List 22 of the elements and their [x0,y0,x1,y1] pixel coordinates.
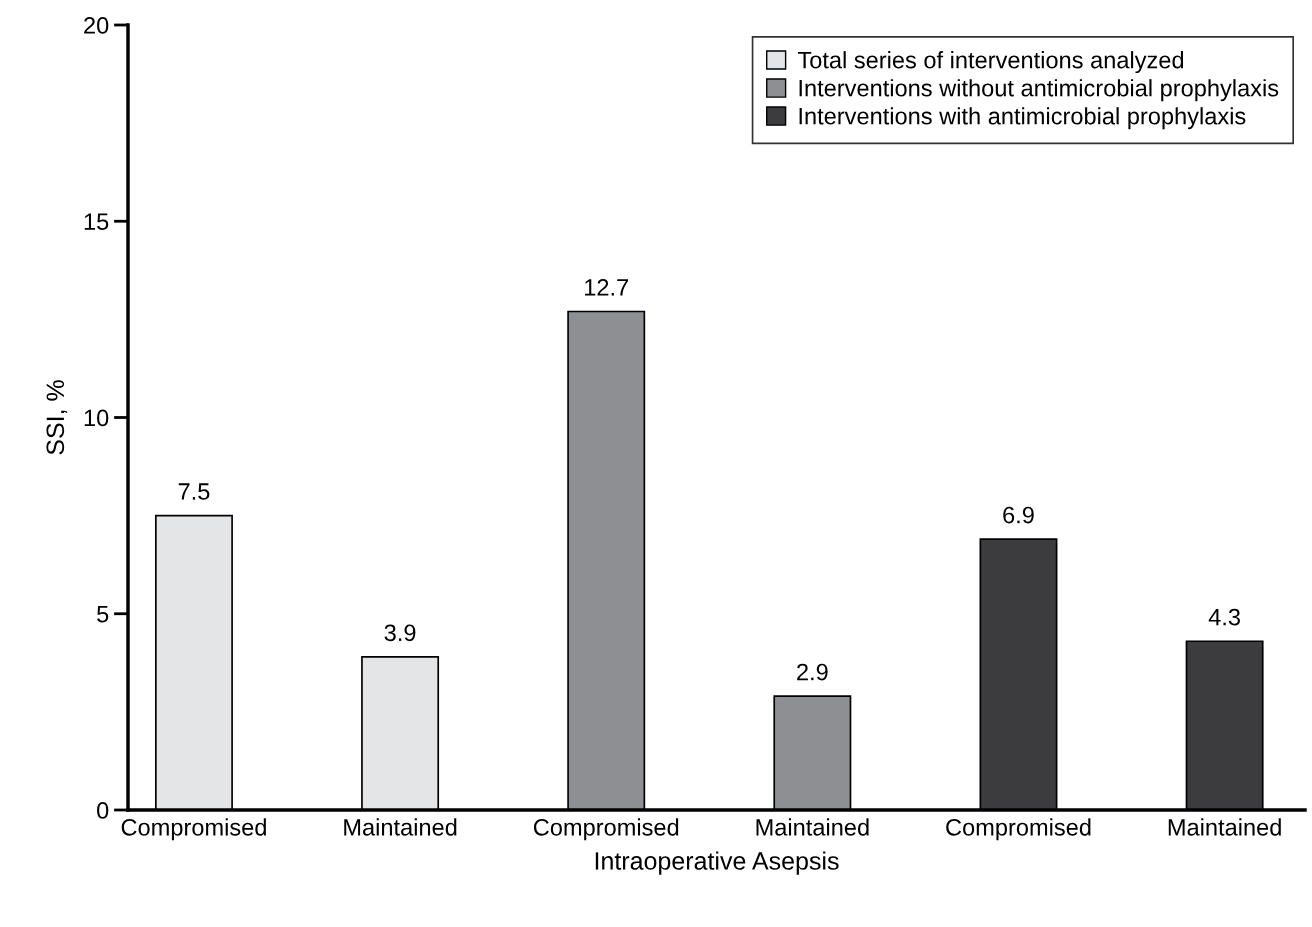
x-tick-label: Maintained [344,818,457,836]
legend-label: Interventions without antimicrobial prophylaxis [799,79,1279,102]
legend-label: Total series of interventions analyzed [797,51,1184,74]
y-axis-title: SSI, % [46,380,68,455]
x-tick-label: Compromised [946,818,1091,841]
x-axis-title: Intraoperative Asepsis [595,851,839,875]
data-label: 7.5 [178,483,210,500]
data-label: 12.7 [585,279,629,296]
y-tick-label: 0 [97,802,109,819]
y-tick-label: 10 [84,409,109,427]
data-label: 2.9 [797,663,828,681]
data-label: 3.9 [384,624,416,642]
x-tick-label: Compromised [533,818,679,841]
y-tick-label: 15 [84,213,109,231]
y-tick-label: 5 [97,606,109,623]
x-tick-label: Compromised [121,818,266,841]
data-label: 4.3 [1208,608,1240,626]
x-tick-label: Maintained [1168,818,1281,836]
y-tick-label: 20 [84,17,109,34]
legend-label: Interventions with antimicrobial prophylaxis [799,107,1246,130]
x-tick-label: Maintained [756,818,869,836]
data-label: 6.9 [1003,506,1034,524]
